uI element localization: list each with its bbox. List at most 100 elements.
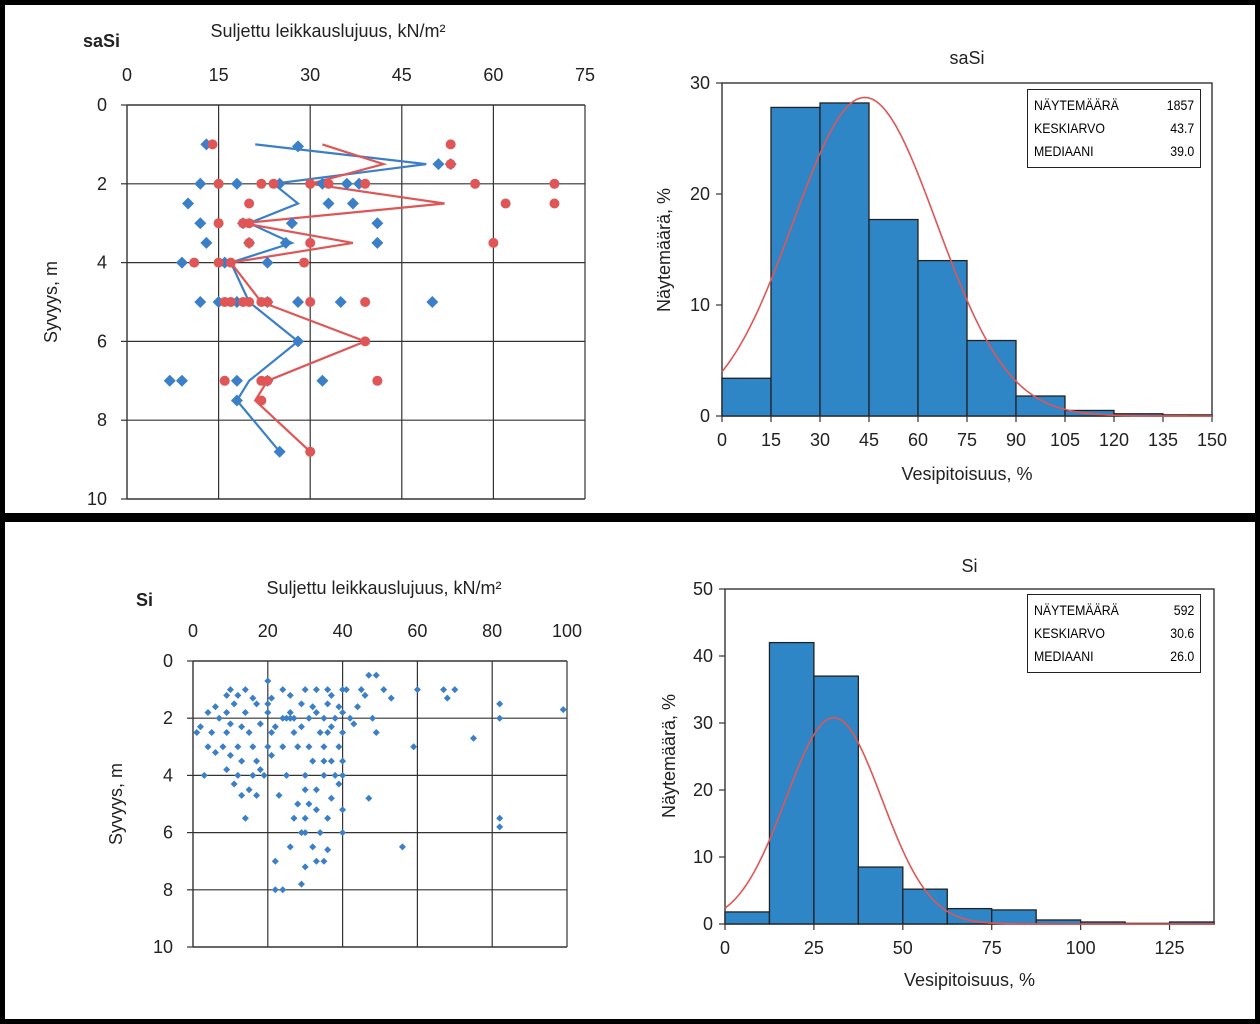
data-point-blue xyxy=(327,691,335,699)
data-point-blue xyxy=(215,714,223,722)
x-tick-label: 0 xyxy=(188,621,198,641)
data-point-blue xyxy=(426,296,439,308)
data-point-blue xyxy=(346,714,354,722)
data-point-red xyxy=(488,237,499,248)
y-tick-label: 0 xyxy=(97,95,107,115)
data-point-blue xyxy=(286,708,294,716)
data-point-blue xyxy=(271,723,279,731)
data-point-blue xyxy=(365,671,373,679)
data-point-red xyxy=(256,178,267,189)
data-point-blue xyxy=(387,694,395,702)
histogram-bar xyxy=(917,259,968,417)
y-tick-label: 8 xyxy=(163,880,173,900)
data-point-red xyxy=(305,446,316,457)
y-tick-label: 30 xyxy=(693,713,713,733)
chart-title: saSi xyxy=(949,48,984,68)
data-point-blue xyxy=(346,197,359,210)
data-point-blue xyxy=(496,700,504,708)
y-tick-label: 10 xyxy=(690,295,710,315)
data-point-red xyxy=(445,159,456,170)
data-point-blue xyxy=(312,708,320,716)
data-point-blue xyxy=(301,814,309,822)
data-point-blue xyxy=(230,700,238,708)
data-point-blue xyxy=(339,686,347,694)
data-point-blue xyxy=(309,757,317,765)
y-tick-label: 2 xyxy=(163,708,173,728)
data-point-blue xyxy=(290,729,298,736)
y-tick-label: 4 xyxy=(97,253,107,273)
data-point-blue xyxy=(380,686,388,694)
x-tick-label: 100 xyxy=(552,621,582,641)
histogram-bar xyxy=(868,218,919,417)
x-tick-label: 50 xyxy=(893,938,913,958)
data-point-blue xyxy=(238,791,246,799)
x-tick-label: 105 xyxy=(1050,430,1080,450)
data-point-red xyxy=(213,218,224,229)
data-point-red xyxy=(244,237,255,248)
data-point-blue xyxy=(340,177,353,190)
y-tick-label: 40 xyxy=(693,646,713,666)
data-point-red xyxy=(299,257,310,268)
y-tick-label: 2 xyxy=(97,174,107,194)
stat-label: KESKIARVO xyxy=(1034,120,1105,136)
data-point-red xyxy=(305,237,316,248)
data-point-red xyxy=(549,198,560,209)
data-point-blue xyxy=(342,686,350,694)
x-tick-label: 120 xyxy=(1099,430,1129,450)
histogram-bar xyxy=(724,911,771,925)
data-point-blue xyxy=(286,714,294,722)
data-point-blue xyxy=(283,714,290,722)
data-point-blue xyxy=(305,800,313,808)
data-point-blue xyxy=(324,686,332,694)
data-point-blue xyxy=(264,700,272,708)
data-point-blue xyxy=(312,686,320,694)
data-point-blue xyxy=(339,729,347,736)
data-point-red xyxy=(305,297,316,307)
data-point-blue xyxy=(286,691,294,699)
data-point-blue xyxy=(496,714,504,722)
data-point-blue xyxy=(369,714,377,722)
data-point-blue xyxy=(410,743,418,751)
x-tick-label: 0 xyxy=(717,430,727,450)
x-tick-label: 30 xyxy=(810,430,830,450)
data-point-red xyxy=(219,375,230,386)
data-point-blue xyxy=(297,829,305,837)
data-point-blue xyxy=(327,723,335,731)
data-point-red xyxy=(244,198,255,209)
data-point-blue xyxy=(200,771,208,779)
data-point-blue xyxy=(241,686,249,694)
data-point-blue xyxy=(279,236,292,249)
data-point-blue xyxy=(297,700,305,708)
data-point-red xyxy=(500,198,511,209)
data-point-blue xyxy=(320,857,328,865)
data-point-red xyxy=(323,178,334,189)
y-tick-label: 0 xyxy=(163,651,173,671)
data-point-blue xyxy=(234,691,242,699)
data-point-red xyxy=(305,178,316,189)
data-point-blue xyxy=(301,863,309,871)
data-point-blue xyxy=(260,771,268,779)
data-point-blue xyxy=(268,694,276,702)
stat-label: KESKIARVO xyxy=(1034,625,1105,641)
corner-label: saSi xyxy=(83,31,120,51)
histogram-bar xyxy=(721,377,772,417)
data-point-blue xyxy=(301,829,309,837)
y-tick-label: 8 xyxy=(97,410,107,430)
y-tick-label: 10 xyxy=(87,489,107,509)
data-point-red xyxy=(445,139,456,150)
data-point-blue xyxy=(230,177,243,190)
x-axis-title: Suljettu leikkauslujuus, kN/m² xyxy=(266,578,501,598)
y-tick-label: 50 xyxy=(693,579,713,599)
data-point-blue xyxy=(327,794,335,802)
stat-label: NÄYTEMÄÄRÄ xyxy=(1034,602,1119,618)
stat-row-median: MEDIAANI 26.0 xyxy=(1034,645,1194,668)
bottom-panel: 0 20 40 60 80 100 0 2 4 6 8 10 Suljettu leikkausluju… xyxy=(5,522,1255,1019)
data-point-blue xyxy=(253,757,261,765)
data-point-blue xyxy=(327,757,335,765)
data-point-blue xyxy=(334,296,347,308)
chart-top-left-scatter: 0 15 30 45 60 75 0 2 4 6 8 10 Suljettu leikkauslujuu… xyxy=(41,21,595,509)
data-point-blue xyxy=(312,786,320,794)
data-point-blue xyxy=(211,703,219,711)
data-point-blue xyxy=(285,217,298,230)
blue-line xyxy=(229,143,427,453)
